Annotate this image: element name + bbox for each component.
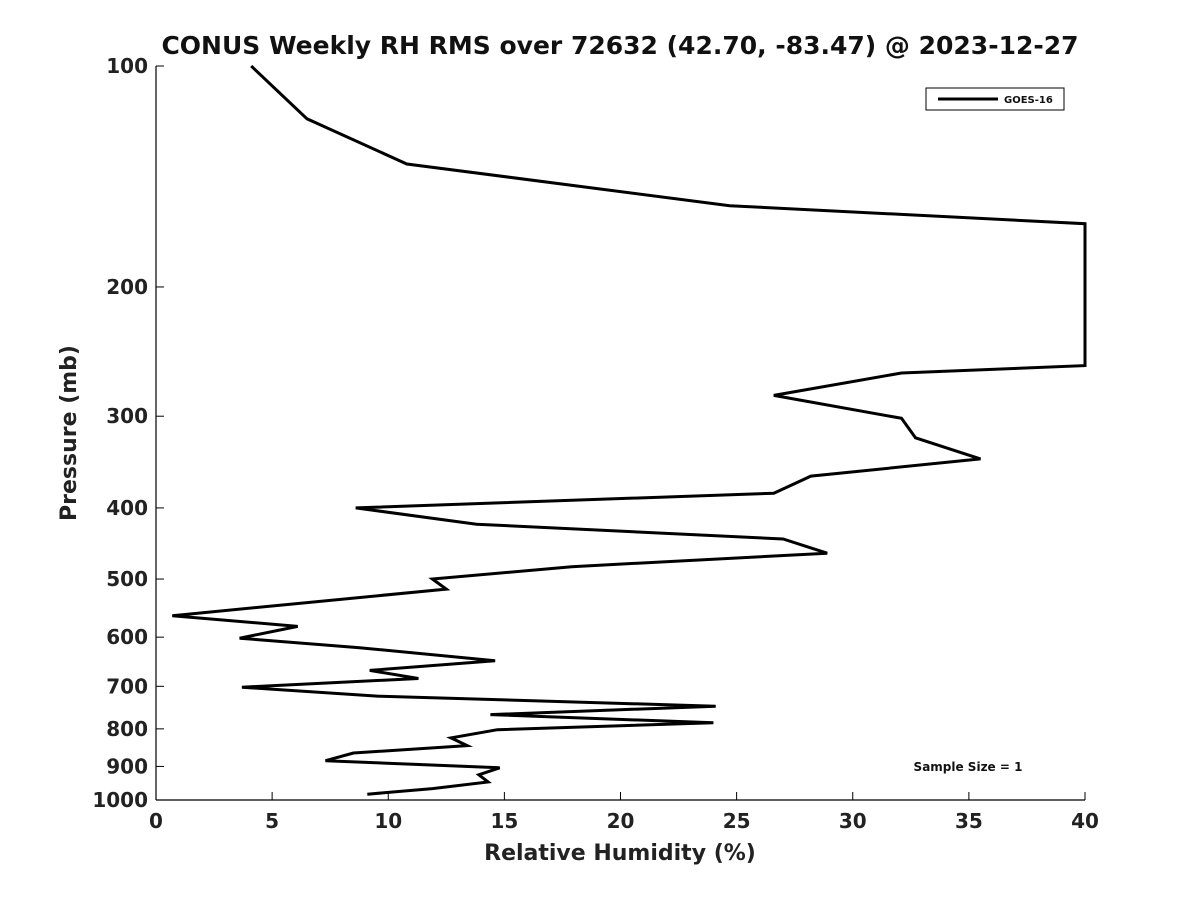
chart-title: CONUS Weekly RH RMS over 72632 (42.70, -… bbox=[161, 31, 1078, 60]
x-tick-label: 20 bbox=[607, 809, 635, 833]
y-tick-label: 300 bbox=[106, 404, 148, 428]
x-tick-label: 25 bbox=[723, 809, 751, 833]
y-tick-label: 900 bbox=[106, 754, 148, 778]
x-tick-label: 10 bbox=[374, 809, 402, 833]
y-axis-label: Pressure (mb) bbox=[57, 345, 82, 521]
x-tick-label: 0 bbox=[149, 809, 163, 833]
y-tick-label: 700 bbox=[106, 674, 148, 698]
x-tick-label: 35 bbox=[955, 809, 983, 833]
y-axis-ticks: 100 200 300 400 500 600 700 800 900 1000 bbox=[92, 54, 164, 812]
legend: GOES-16 bbox=[925, 87, 1065, 111]
series-lines bbox=[172, 64, 1087, 796]
series-line-goes-16 bbox=[172, 64, 1087, 796]
y-tick-label: 500 bbox=[106, 567, 148, 591]
x-tick-label: 40 bbox=[1071, 809, 1099, 833]
y-tick-label: 400 bbox=[106, 496, 148, 520]
y-tick-label: 100 bbox=[106, 54, 148, 78]
x-tick-label: 30 bbox=[839, 809, 867, 833]
x-axis-ticks: 0 5 10 15 20 25 30 35 40 bbox=[149, 792, 1099, 833]
y-tick-label: 600 bbox=[106, 625, 148, 649]
y-tick-label: 800 bbox=[106, 717, 148, 741]
legend-label-goes16: GOES-16 bbox=[1004, 95, 1053, 106]
sample-size-annotation: Sample Size = 1 bbox=[914, 760, 1023, 774]
y-tick-label: 1000 bbox=[92, 788, 148, 812]
y-tick-label: 200 bbox=[106, 275, 148, 299]
x-axis-label: Relative Humidity (%) bbox=[484, 841, 756, 866]
x-tick-label: 15 bbox=[490, 809, 518, 833]
x-tick-label: 5 bbox=[265, 809, 279, 833]
